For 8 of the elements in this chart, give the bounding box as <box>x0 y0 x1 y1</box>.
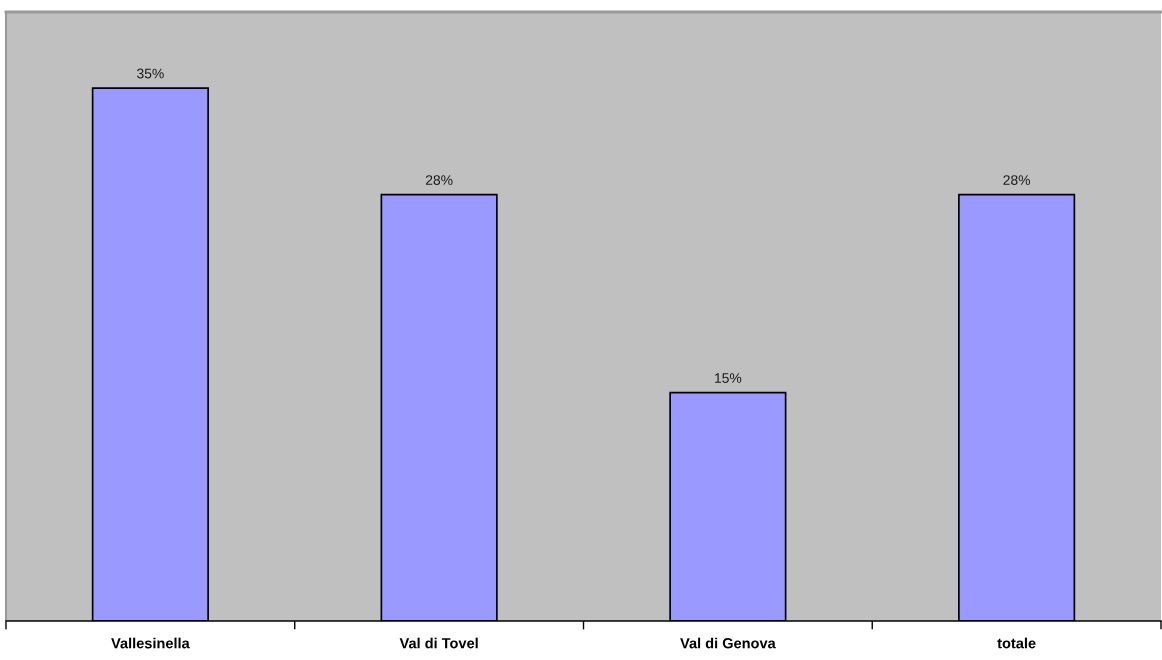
x-tick-label: Vallesinella <box>111 637 190 649</box>
x-tick-label: totale <box>997 637 1036 649</box>
data-label: 28% <box>1003 175 1031 186</box>
data-label: 28% <box>425 175 453 186</box>
x-tick-label: Val di Tovel <box>399 637 478 649</box>
data-label: 15% <box>715 373 742 383</box>
data-label: 35% <box>137 68 164 79</box>
x-tick-label: Val di Genova <box>680 637 776 649</box>
